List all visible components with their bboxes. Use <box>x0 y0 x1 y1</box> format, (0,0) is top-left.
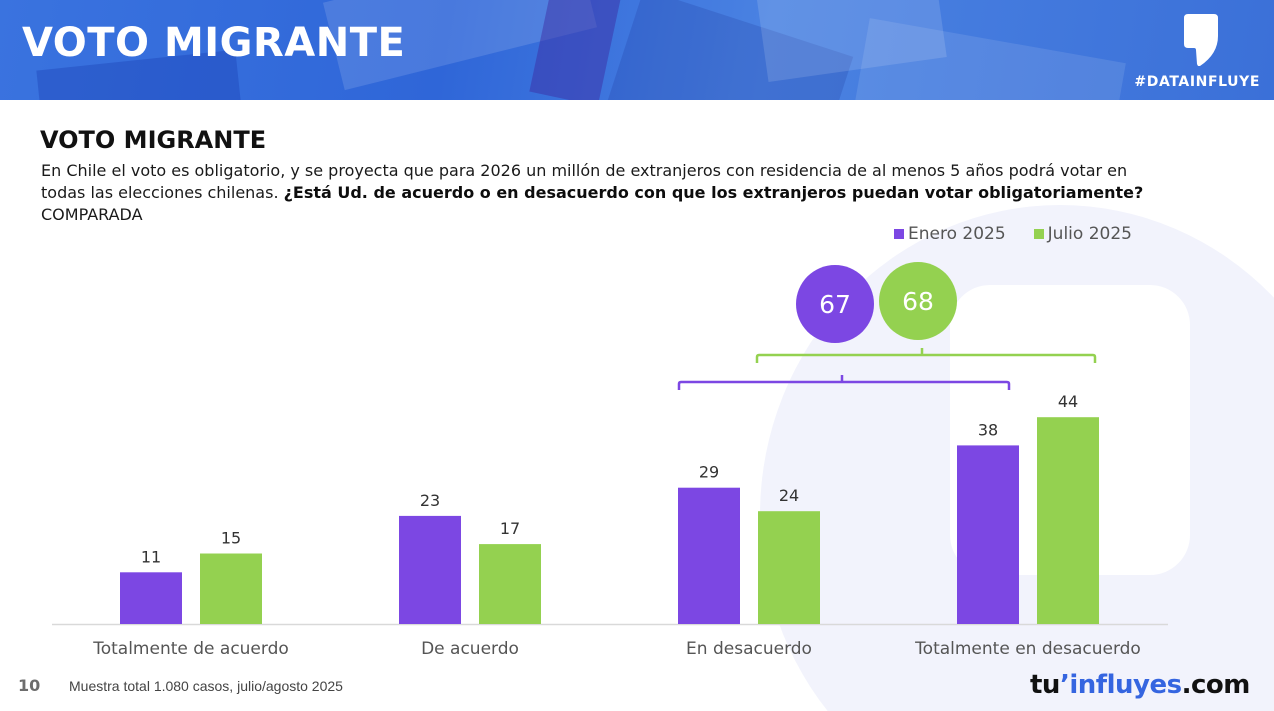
total-bubble-label: 68 <box>902 287 934 316</box>
total-bubble-label: 67 <box>819 290 851 319</box>
sample-footnote: Muestra total 1.080 casos, julio/agosto … <box>69 678 343 694</box>
logo-accent: ’ <box>1059 670 1070 700</box>
data-label: 38 <box>978 420 998 439</box>
total-bubble-enero <box>796 265 874 343</box>
legend-swatch-green <box>1033 229 1044 239</box>
description-line-2: todas las elecciones chilenas. ¿Está Ud.… <box>41 182 1241 204</box>
hashtag-label: #DATAINFLUYE <box>1134 74 1260 90</box>
category-label: Totalmente de acuerdo <box>92 639 289 659</box>
section-title: VOTO MIGRANTE <box>40 126 267 154</box>
category-label: Totalmente en desacuerdo <box>914 639 1141 659</box>
tuinfluyes-logo: tu’influyes.com <box>1030 670 1250 700</box>
data-label: 23 <box>420 491 440 510</box>
legend-item-julio: Julio 2025 <box>1033 224 1132 244</box>
legend-swatch-purple <box>894 229 904 239</box>
data-label: 11 <box>141 547 161 566</box>
logo-part-influyes: influyes <box>1069 670 1182 700</box>
category-label: En desacuerdo <box>686 639 812 659</box>
bar-enero-4 <box>957 445 1019 624</box>
question-description: En Chile el voto es obligatorio, y se pr… <box>41 160 1241 226</box>
data-label: 24 <box>779 486 799 505</box>
bar-enero-1 <box>120 572 182 624</box>
legend-item-enero: Enero 2025 <box>894 224 1006 244</box>
bar-julio-4 <box>1037 417 1099 624</box>
bracket-julio <box>755 353 1097 363</box>
chart-legend: Enero 2025 Julio 2025 <box>894 224 1132 244</box>
logo-part-tu: tu <box>1030 670 1060 700</box>
banner-title: VOTO MIGRANTE <box>22 20 406 66</box>
data-label: 29 <box>699 463 719 482</box>
legend-label: Enero 2025 <box>908 224 1006 244</box>
question-text: ¿Está Ud. de acuerdo o en desacuerdo con… <box>283 183 1144 202</box>
bar-julio-2 <box>479 544 541 624</box>
description-line-3: COMPARADA <box>41 205 143 224</box>
page-number: 10 <box>18 676 41 695</box>
bar-julio-1 <box>200 553 262 624</box>
total-bubble-julio <box>879 262 957 340</box>
data-label: 15 <box>221 529 241 548</box>
legend-label: Julio 2025 <box>1047 224 1132 244</box>
description-plain-text: todas las elecciones chilenas. <box>41 183 284 202</box>
data-label: 17 <box>500 519 520 538</box>
bar-enero-3 <box>678 487 740 624</box>
header-banner: VOTO MIGRANTE #DATAINFLUYE <box>0 0 1274 100</box>
quote-mark-icon <box>1184 14 1218 66</box>
bar-julio-3 <box>758 511 820 624</box>
data-label: 44 <box>1058 392 1078 411</box>
category-label: De acuerdo <box>421 639 519 659</box>
bracket-enero <box>677 380 1011 390</box>
bar-enero-2 <box>399 515 461 624</box>
logo-part-com: .com <box>1181 670 1251 700</box>
description-line-1: En Chile el voto es obligatorio, y se pr… <box>41 161 1128 180</box>
